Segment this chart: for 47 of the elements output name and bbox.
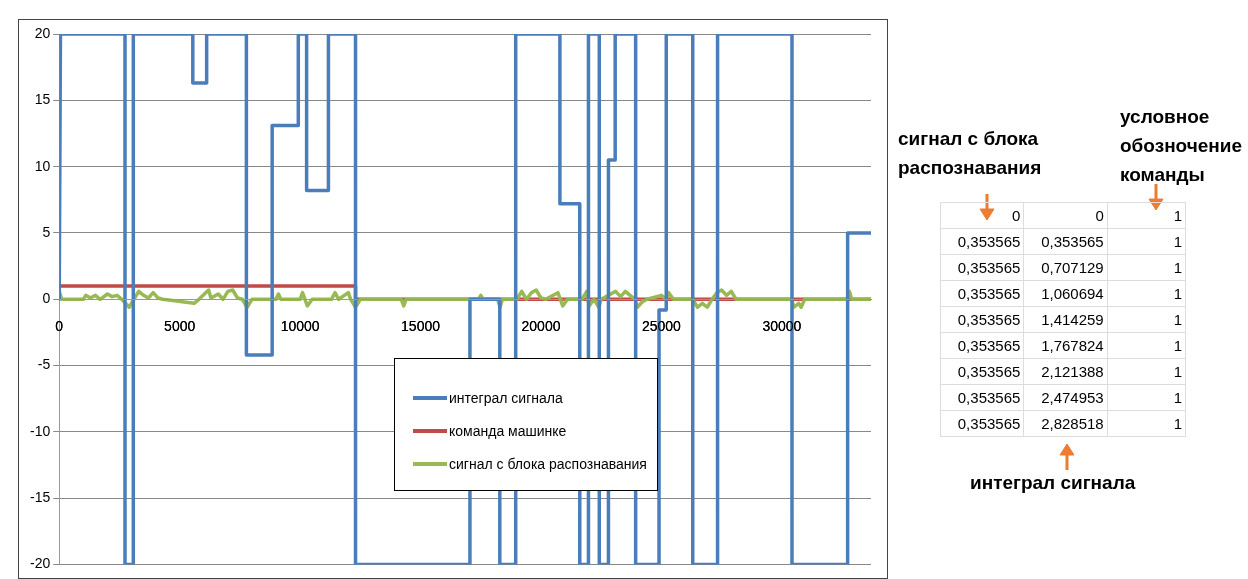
x-tick-label: 0	[55, 317, 64, 334]
text: 1	[1173, 311, 1182, 328]
y-tick-label: 10	[34, 157, 51, 174]
y-tick-label: -10	[30, 422, 51, 439]
text: сигнал с блока распознавания	[898, 127, 1043, 180]
text: 0,353565	[957, 363, 1021, 380]
text: 0,353565	[957, 311, 1021, 328]
legend-label: команда машинке	[449, 422, 567, 439]
x-tick-label: 10000	[280, 317, 320, 334]
y-tick-label: 5	[42, 223, 51, 240]
text: 1	[1173, 337, 1182, 354]
text: 0,353565	[957, 285, 1021, 302]
y-tick-label: 0	[42, 290, 51, 307]
legend-label: сигнал с блока распознавания	[449, 455, 647, 472]
text: 2,828518	[1041, 415, 1104, 432]
text: 2,121388	[1041, 363, 1104, 380]
y-tick-label: 20	[34, 24, 51, 41]
text: интеграл сигнала	[970, 471, 1137, 495]
text: 1,767824	[1041, 337, 1104, 354]
text: 1	[1173, 415, 1182, 432]
text: 1	[1173, 285, 1182, 302]
text: 0,353565	[957, 337, 1021, 354]
text: 0,353565	[957, 415, 1021, 432]
text: 1	[1173, 207, 1182, 224]
x-tick-label: 15000	[401, 317, 441, 334]
y-tick-label: 15	[34, 91, 51, 108]
text: 0,353565	[957, 233, 1021, 250]
text: 0	[1095, 207, 1104, 224]
text: 0,353565	[957, 389, 1021, 406]
text: 2,474953	[1041, 389, 1104, 406]
text: 1	[1173, 389, 1182, 406]
x-tick-label: 20000	[521, 317, 561, 334]
legend-label: интеграл сигнала	[449, 389, 563, 406]
text: 0,353565	[957, 259, 1021, 276]
text: 1,060694	[1041, 285, 1104, 302]
text: 0	[1012, 207, 1021, 224]
text: 1	[1173, 233, 1182, 250]
x-tick-label: 5000	[164, 317, 196, 334]
y-tick-label: -15	[30, 489, 51, 506]
text: 0,707129	[1041, 259, 1104, 276]
y-tick-label: -5	[37, 356, 51, 373]
text: 0,353565	[1041, 233, 1104, 250]
y-tick-label: -20	[30, 555, 51, 572]
text: условное обозночение команды	[1120, 105, 1244, 187]
text: 1,414259	[1041, 311, 1104, 328]
text: 1	[1173, 259, 1182, 276]
text: 1	[1173, 363, 1182, 380]
